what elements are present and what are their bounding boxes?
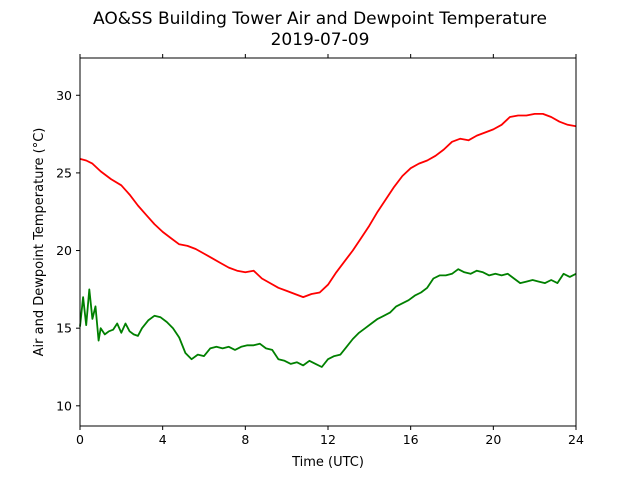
series-line-1 [79,113,577,299]
x-tick-label: 12 [320,432,336,447]
y-tick-label: 10 [56,398,72,413]
x-axis-label: Time (UTC) [291,455,364,470]
series-line-2 [79,268,577,368]
plot-frame [79,57,577,427]
x-tick-label: 20 [485,432,501,447]
ticks-layer: 0 4 8 12 16 20 24 10 15 20 25 30 [56,54,584,447]
chart-subtitle: 2019-07-09 [271,30,370,50]
chart-title: AO&SS Building Tower Air and Dewpoint Te… [93,9,547,29]
y-axis-label: Air and Dewpoint Temperature (°C) [32,128,47,357]
y-tick-label: 25 [56,165,72,180]
x-tick-label: 24 [568,432,584,447]
x-tick-label: 16 [403,432,419,447]
y-tick-label: 15 [56,321,72,336]
x-tick-label: 4 [159,432,167,447]
x-tick-label: 0 [76,432,84,447]
x-tick-label: 8 [241,432,249,447]
y-tick-label: 20 [56,243,72,258]
series-layer [79,113,577,368]
y-tick-label: 30 [56,88,72,103]
